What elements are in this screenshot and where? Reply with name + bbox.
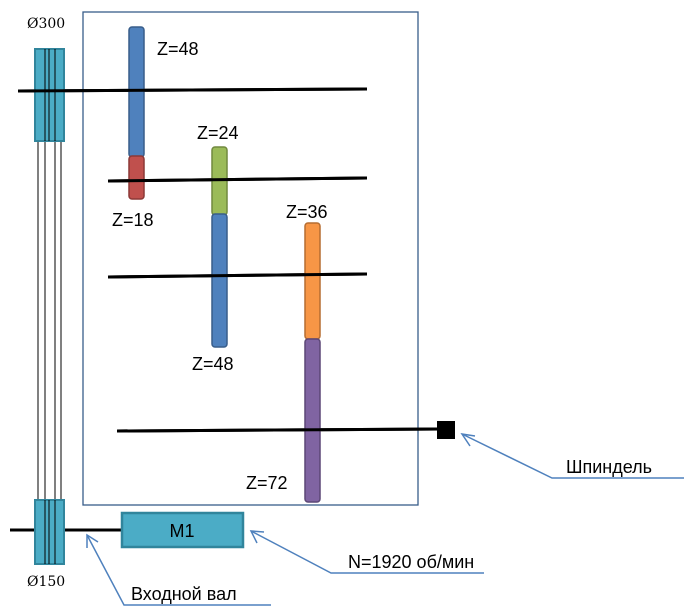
gear-z48-mid — [211, 213, 228, 348]
spindle-end — [437, 421, 455, 439]
gear-z18 — [128, 155, 145, 200]
spindle-shaft-overlay — [116, 427, 441, 433]
callout-spindle — [460, 432, 684, 479]
belt-drive — [37, 140, 62, 502]
label-spindle: Шпиндель — [566, 457, 652, 477]
shaft-2-overlay — [107, 176, 368, 183]
label-speed: N=1920 об/мин — [348, 552, 474, 572]
callout-speed — [249, 530, 484, 574]
gear-z36 — [304, 222, 321, 340]
pulley-top — [34, 48, 65, 142]
label-z48-top: Z=48 — [157, 39, 199, 59]
label-pulley-top: Ø300 — [27, 16, 65, 32]
motor-label: M1 — [169, 521, 194, 541]
label-input-shaft: Входной вал — [131, 584, 237, 604]
label-z36: Z=36 — [286, 202, 328, 222]
gear-z72 — [304, 338, 321, 503]
pulley-bottom — [34, 499, 65, 565]
shaft-3-overlay — [107, 272, 368, 279]
label-z24: Z=24 — [197, 123, 239, 143]
gearbox-frame — [82, 11, 419, 506]
label-z48-mid: Z=48 — [192, 354, 234, 374]
callout-input-shaft — [86, 533, 271, 606]
label-pulley-bottom: Ø150 — [27, 574, 65, 590]
gear-z48-top — [128, 26, 145, 158]
motor-m1 — [120, 511, 245, 549]
shaft-1-overlay — [17, 87, 368, 93]
label-z18: Z=18 — [112, 210, 154, 230]
label-z72: Z=72 — [246, 473, 288, 493]
